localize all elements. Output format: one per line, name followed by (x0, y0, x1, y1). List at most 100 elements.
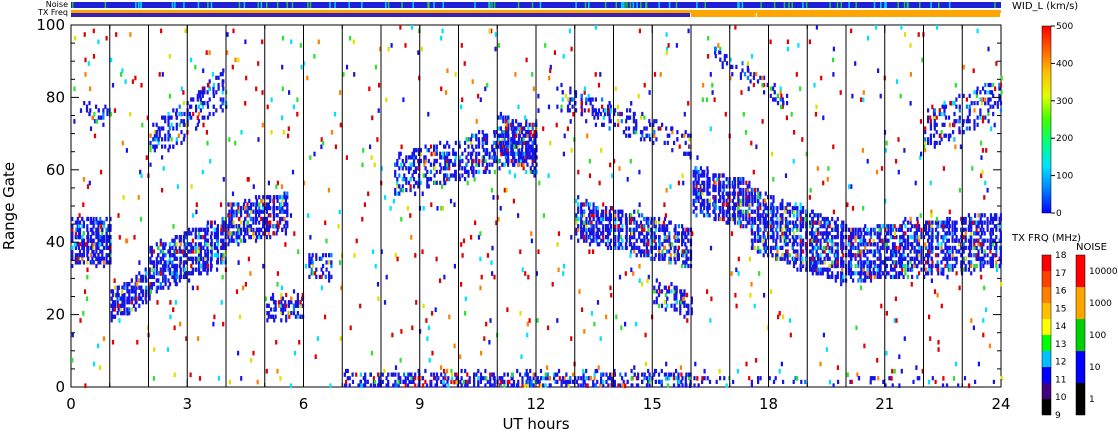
echo-cell (828, 224, 831, 229)
echo-cell (850, 256, 853, 261)
echo-cell (657, 303, 661, 308)
echo-cell (399, 187, 402, 193)
echo-cell (842, 245, 845, 251)
echo-cell (776, 216, 779, 222)
echo-cell (126, 282, 129, 287)
echo-cell (568, 101, 571, 106)
echo-cell (948, 267, 951, 272)
echo-cell (860, 242, 863, 247)
echo-cell (666, 227, 669, 232)
echo-cell (266, 311, 269, 316)
echo-cell (318, 274, 321, 280)
echo-cell (857, 231, 860, 236)
echo-cell (904, 231, 907, 236)
echo-cell (772, 238, 775, 243)
echo-cell (260, 216, 263, 222)
echo-cell (179, 271, 182, 276)
echo-cell (126, 296, 129, 301)
echo-cell (221, 108, 224, 113)
echo-cell (71, 216, 74, 222)
echo-cell (817, 260, 820, 265)
echo-cell (477, 137, 480, 142)
echo-cell (929, 137, 932, 142)
echo-cell (185, 271, 188, 276)
echo-cell (595, 206, 598, 211)
echo-cell (697, 187, 700, 193)
echo-cell (574, 90, 578, 95)
echo-cell (785, 238, 788, 243)
echo-cell (771, 216, 774, 222)
echo-cell (721, 61, 724, 66)
echo-cell (717, 184, 721, 189)
echo-cell (328, 253, 331, 258)
echo-cell (805, 231, 808, 236)
echo-cell (968, 108, 971, 113)
echo-cell (864, 238, 867, 243)
echo-cell (655, 296, 658, 301)
echo-cell (813, 256, 816, 261)
echo-cell (443, 166, 446, 171)
echo-cell (676, 249, 679, 254)
echo-cell (657, 285, 661, 290)
echo-cell (458, 162, 461, 167)
echo-cell (751, 231, 754, 236)
echo-cell (638, 224, 641, 229)
echo-cell (676, 130, 679, 135)
echo-cell (652, 126, 655, 131)
echo-cell (697, 195, 700, 200)
echo-cell (687, 311, 690, 316)
echo-cell (195, 108, 198, 113)
echo-cell (593, 115, 596, 120)
echo-cell (823, 249, 826, 254)
echo-cell (394, 191, 397, 196)
echo-cell (809, 242, 812, 247)
echo-cell (852, 271, 855, 276)
echo-cell (962, 119, 965, 124)
echo-cell (175, 115, 178, 120)
echo-cell (308, 253, 311, 258)
echo-cell (249, 209, 252, 214)
echo-cell (746, 64, 749, 70)
echo-cell (97, 231, 100, 236)
echo-cell (791, 209, 794, 214)
echo-cell (917, 235, 921, 240)
echo-cell (608, 242, 611, 247)
echo-cell (155, 137, 158, 142)
noise-bar-tick (412, 2, 414, 8)
echo-cell (109, 260, 112, 265)
echo-cell (785, 235, 788, 240)
echo-cell (796, 267, 799, 272)
echo-cell (942, 249, 945, 254)
echo-cell (484, 169, 487, 175)
echo-cell (228, 209, 231, 214)
echo-cell (630, 220, 633, 225)
echo-cell (249, 216, 252, 222)
echo-cell (852, 242, 855, 247)
echo-cell (979, 227, 982, 232)
echo-cell (759, 216, 762, 222)
echo-cell (681, 224, 684, 229)
echo-cell (444, 158, 447, 164)
echo-cell (173, 271, 176, 276)
echo-cell (198, 253, 201, 258)
echo-cell (167, 111, 170, 117)
echo-cell (783, 231, 786, 236)
echo-cell (979, 260, 982, 265)
echo-cell (731, 64, 734, 70)
echo-cell (488, 151, 491, 156)
echo-cell (792, 263, 796, 269)
echo-cell (583, 108, 586, 113)
echo-cell (701, 169, 704, 175)
echo-cell (823, 238, 826, 243)
echo-cell (77, 245, 80, 251)
echo-cell (823, 260, 826, 265)
noise-bar-tick (334, 2, 336, 8)
echo-cell (198, 242, 201, 247)
echo-cell (703, 198, 706, 204)
echo-cell (390, 372, 393, 377)
echo-cell (595, 238, 598, 243)
echo-cell (799, 249, 803, 254)
echo-cell (140, 296, 143, 301)
echo-cell (733, 206, 737, 211)
echo-cell (633, 242, 636, 247)
